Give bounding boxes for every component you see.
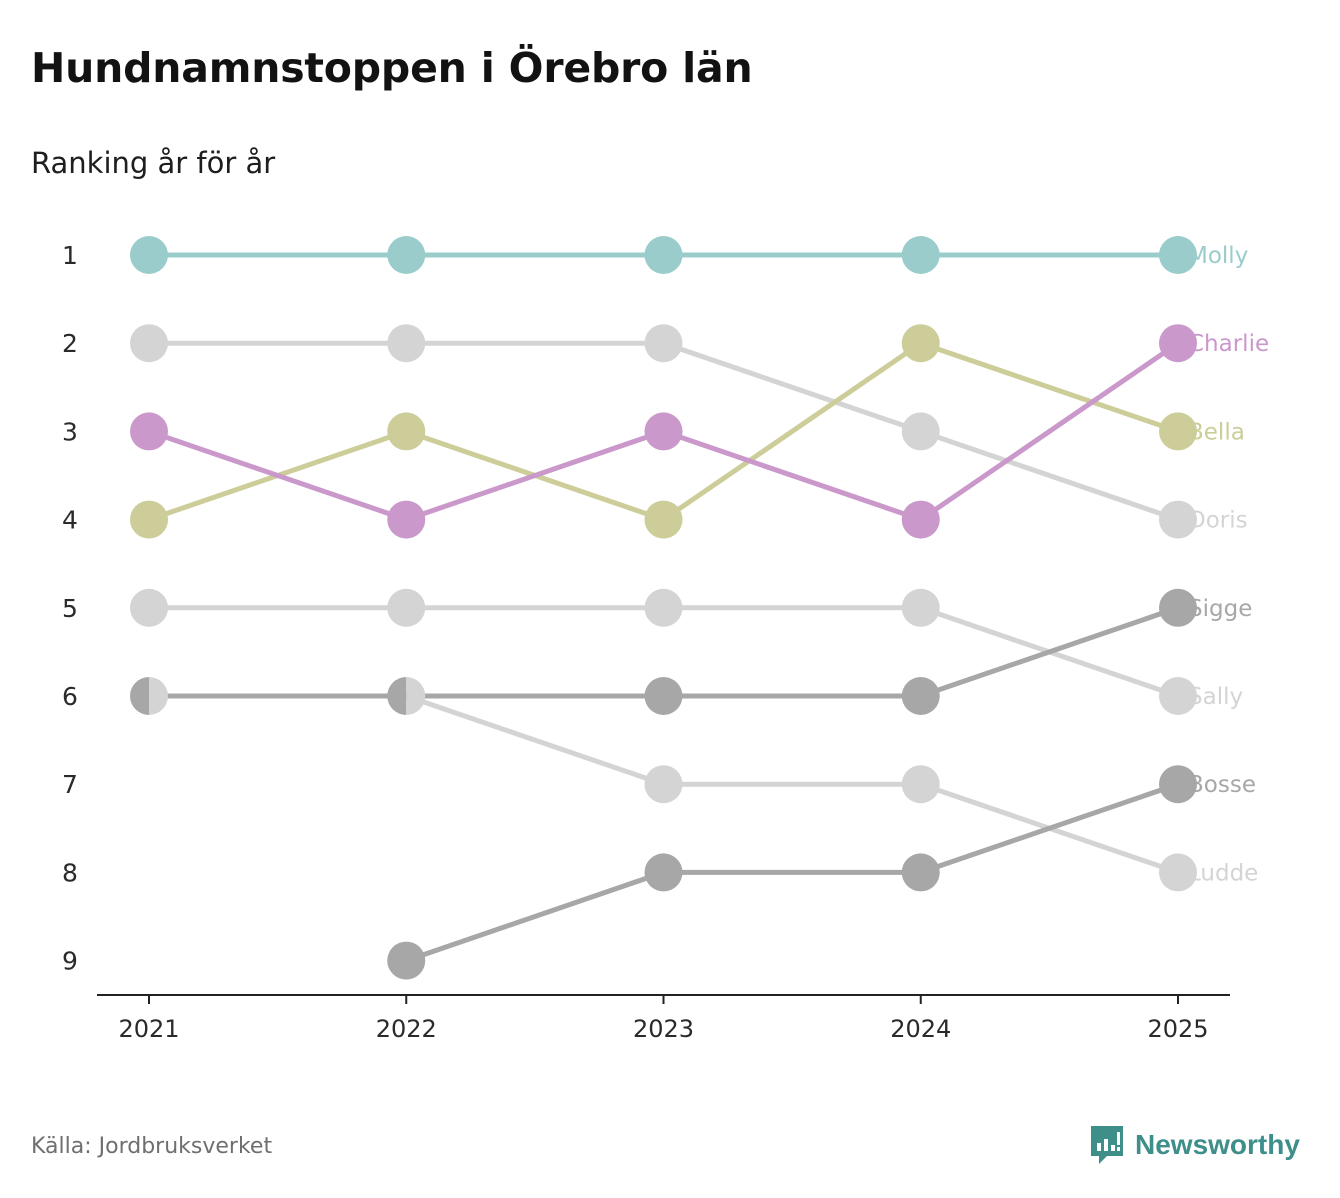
- point-doris: [901, 412, 940, 451]
- point-ludde: [1159, 853, 1197, 892]
- y-tick-label: 9: [62, 947, 78, 976]
- point-ludde: [406, 677, 426, 715]
- point-molly: [387, 236, 426, 274]
- point-sally: [644, 588, 683, 627]
- point-sigge: [130, 677, 149, 715]
- point-sally: [130, 588, 168, 627]
- source-note: Källa: Jordbruksverket: [31, 1134, 273, 1159]
- y-tick-label: 2: [62, 329, 78, 358]
- y-tick-label: 8: [62, 858, 78, 887]
- newsworthy-logo-icon: [1091, 1126, 1123, 1164]
- y-tick-label: 4: [62, 506, 78, 535]
- y-tick-label: 6: [62, 682, 78, 711]
- point-bella: [387, 412, 426, 451]
- point-molly: [901, 236, 940, 274]
- point-sally: [1159, 677, 1197, 715]
- point-bella: [644, 500, 683, 539]
- y-tick-label: 3: [62, 417, 78, 446]
- point-doris: [1159, 500, 1197, 539]
- point-molly: [130, 236, 168, 274]
- point-bosse: [901, 853, 940, 892]
- point-doris: [130, 324, 168, 363]
- series-label-doris: Doris: [1188, 508, 1248, 534]
- point-ludde: [901, 765, 940, 804]
- point-charlie: [901, 500, 940, 539]
- series-label-ludde: Ludde: [1188, 860, 1258, 886]
- series-label-bosse: Bosse: [1188, 772, 1256, 798]
- point-charlie: [644, 412, 683, 451]
- chart-title: Hundnamnstoppen i Örebro län: [31, 44, 753, 92]
- point-bella: [901, 324, 940, 363]
- series-label-molly: Molly: [1188, 243, 1248, 269]
- y-tick-label: 1: [62, 241, 78, 270]
- series-line-bosse: [403, 781, 1181, 964]
- point-sigge: [644, 677, 683, 715]
- series-label-sigge: Sigge: [1188, 596, 1252, 622]
- chart-subtitle: Ranking år för år: [31, 146, 276, 180]
- x-tick-label: 2024: [890, 1015, 951, 1043]
- brand-logo[interactable]: Newsworthy: [1089, 1124, 1300, 1166]
- x-tick-label: 2025: [1147, 1015, 1208, 1043]
- point-bosse: [387, 941, 426, 980]
- y-tick-label: 7: [62, 770, 78, 799]
- point-bosse: [1159, 765, 1197, 804]
- point-charlie: [387, 500, 426, 539]
- point-charlie: [1159, 324, 1197, 363]
- point-sally: [387, 588, 426, 627]
- point-sigge: [901, 677, 940, 715]
- point-molly: [644, 236, 683, 274]
- series-label-charlie: Charlie: [1188, 331, 1269, 357]
- point-ludde: [149, 677, 168, 715]
- point-sigge: [1159, 588, 1197, 627]
- series-label-sally: Sally: [1188, 684, 1243, 710]
- point-bosse: [644, 853, 683, 892]
- point-charlie: [130, 412, 168, 451]
- x-tick-label: 2022: [376, 1015, 437, 1043]
- point-sally: [901, 588, 940, 627]
- brand-name: Newsworthy: [1135, 1129, 1300, 1160]
- x-tick-label: 2021: [118, 1015, 179, 1043]
- point-bella: [130, 500, 168, 539]
- y-tick-label: 5: [62, 594, 78, 623]
- x-tick-label: 2023: [633, 1015, 694, 1043]
- point-ludde: [644, 765, 683, 804]
- point-molly: [1159, 236, 1197, 274]
- point-sigge: [387, 677, 407, 715]
- point-doris: [387, 324, 426, 363]
- point-bella: [1159, 412, 1197, 451]
- point-doris: [644, 324, 683, 363]
- series-label-bella: Bella: [1188, 419, 1245, 445]
